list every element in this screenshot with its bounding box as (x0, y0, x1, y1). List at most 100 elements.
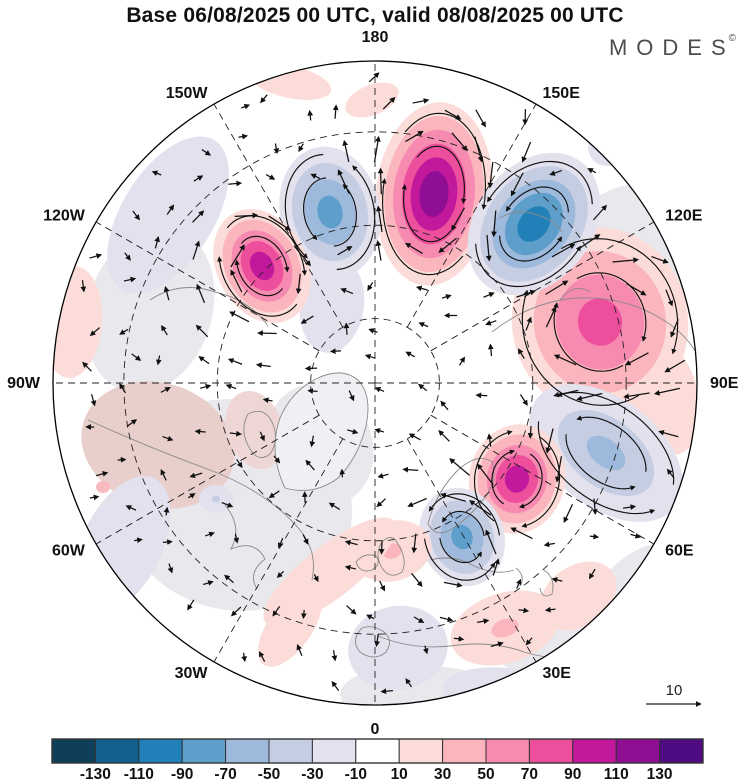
streamline-arrow (404, 112, 487, 210)
streamline-arrow (518, 453, 543, 509)
colorbar-tick-label: -30 (301, 766, 323, 783)
wind-vector (441, 294, 452, 300)
wind-vector (166, 204, 175, 215)
anomaly-patch (419, 171, 449, 217)
coastline (274, 372, 369, 491)
wind-vector (309, 435, 316, 448)
wind-vector (347, 428, 359, 435)
wind-vector (259, 431, 265, 442)
wind-vector (307, 109, 314, 121)
wind-vector (418, 383, 428, 392)
wind-vector (451, 207, 466, 232)
wind-vector (475, 109, 486, 128)
wind-vector (198, 356, 210, 365)
wind-vector (125, 505, 137, 511)
wind-vector (89, 494, 100, 501)
wind-vector (119, 383, 127, 394)
wind-vector (519, 394, 528, 406)
wind-vector (377, 167, 384, 195)
colorbar-segment (51, 738, 96, 764)
wind-vector (543, 541, 555, 548)
wind-vector (273, 455, 281, 464)
anomaly-patch (317, 195, 343, 229)
wind-vector (300, 315, 314, 324)
colorbar-segment (311, 738, 357, 764)
wind-vector (623, 392, 650, 400)
wind-vector (592, 498, 598, 516)
wind-vector (380, 688, 394, 695)
colorbar-tick-label: 10 (391, 766, 408, 783)
wind-vector (589, 533, 600, 540)
wind-vector (82, 361, 92, 372)
colorbar-segment (615, 738, 661, 764)
wind-vector (485, 234, 492, 262)
streamline-arrow (442, 510, 485, 537)
wind-vector (272, 606, 281, 617)
wind-vector (553, 389, 579, 398)
wind-vector (405, 130, 424, 143)
wind-vector (440, 492, 466, 502)
meridian-line (430, 221, 655, 352)
wind-vector (344, 539, 358, 546)
wind-vector (295, 273, 302, 295)
wind-vector (331, 680, 340, 691)
wind-vector (364, 353, 375, 360)
wind-vector (551, 577, 563, 583)
anomaly-patch (345, 82, 399, 118)
longitude-label: 150W (166, 85, 209, 102)
wind-vector (89, 327, 101, 337)
wind-vector (241, 652, 247, 663)
wind-vector (80, 280, 87, 293)
wind-vector (154, 235, 160, 249)
wind-vector (337, 169, 350, 194)
wind-vector (544, 606, 556, 613)
wind-vector (95, 471, 109, 477)
coastline (224, 504, 266, 590)
wind-vector (131, 353, 142, 361)
wind-vector (346, 605, 357, 615)
anomaly-patch (225, 390, 285, 470)
wind-vector (234, 212, 259, 219)
coastline (427, 457, 495, 534)
copyright-mark: © (728, 33, 736, 44)
wind-vector (438, 237, 458, 253)
colorbar-tick-label: 30 (434, 766, 451, 783)
map-rim (52, 60, 698, 706)
wind-vector (162, 539, 173, 545)
streamline-arrow (217, 256, 298, 317)
wind-vector (193, 175, 204, 182)
wind-vector (134, 537, 143, 544)
anomaly-patch (588, 100, 662, 166)
wind-vector (221, 501, 234, 508)
wind-vector (205, 531, 215, 538)
wind-vector (477, 618, 490, 625)
wind-vector (449, 458, 470, 476)
wind-vector (554, 456, 563, 483)
coastline (539, 569, 554, 597)
anomaly-patch (249, 251, 275, 281)
streamline-arrow (556, 391, 675, 485)
wind-vector (373, 135, 381, 163)
wind-vector (525, 637, 533, 646)
wind-vector (440, 400, 449, 411)
wind-vector (651, 255, 669, 264)
wind-vector (485, 529, 497, 555)
wind-vector (194, 428, 206, 435)
wind-vector (411, 533, 418, 554)
wind-vector (298, 143, 304, 153)
wind-vector (344, 564, 356, 571)
streamline-arrow (505, 186, 569, 213)
wind-vector (236, 458, 243, 469)
meridian-line (95, 221, 320, 352)
meridian-line (430, 414, 655, 545)
wind-vector (438, 430, 450, 442)
wind-vector (468, 500, 492, 516)
modes-logo-text: MODES (608, 35, 735, 60)
wind-vector (368, 328, 378, 334)
streamline-arrow (553, 302, 624, 372)
wind-vector (124, 252, 131, 261)
wind-vector (549, 170, 562, 176)
longitude-labels: 180 150E 120E 90E 60E 30E 0 30W 60W 90W 120W 150W (7, 29, 739, 738)
wind-vector (666, 468, 675, 479)
